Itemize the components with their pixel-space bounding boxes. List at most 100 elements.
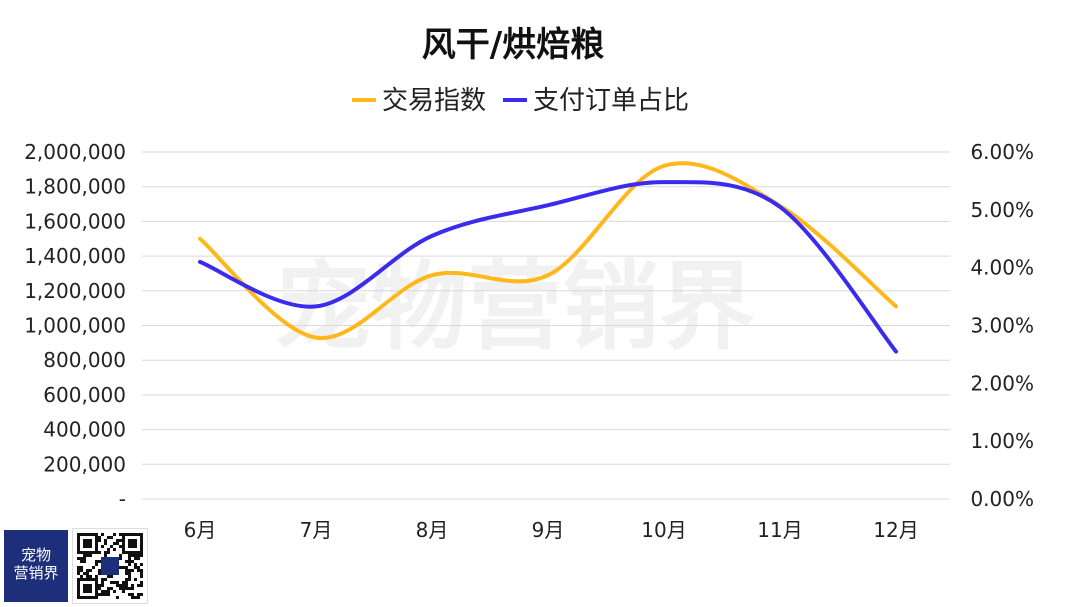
qr-module <box>116 542 119 545</box>
qr-module <box>77 572 80 575</box>
qr-module <box>98 569 101 572</box>
gridlines <box>142 151 950 500</box>
y-left-tick-label: 200,000 <box>43 452 126 476</box>
x-axis: 6月 7月 8月 9月 10月 11月 12月 <box>184 518 919 542</box>
qr-module <box>101 533 104 536</box>
y-right-tick-label: 1.00% <box>970 429 1034 453</box>
qr-module <box>104 590 107 593</box>
qr-module <box>104 578 107 581</box>
qr-module <box>122 581 125 584</box>
qr-module <box>104 593 107 596</box>
qr-module <box>131 587 134 590</box>
qr-module <box>119 557 122 560</box>
qr-module <box>119 554 122 557</box>
qr-module <box>140 581 143 584</box>
y-axis-left: - 200,000 400,000 600,000 800,000 1,000,000 1,… <box>24 140 126 511</box>
qr-module <box>122 590 125 593</box>
qr-module <box>101 578 104 581</box>
qr-module <box>98 584 101 587</box>
qr-module <box>125 560 128 563</box>
qr-code-image <box>72 528 148 604</box>
qr-module <box>86 575 89 578</box>
qr-module <box>125 584 128 587</box>
x-tick-label: 12月 <box>873 518 918 542</box>
x-tick-label: 11月 <box>757 518 802 542</box>
qr-module <box>113 533 116 536</box>
qr-module <box>95 560 98 563</box>
y-right-tick-label: 4.00% <box>970 256 1034 280</box>
qr-module <box>89 554 92 557</box>
qr-module <box>80 575 83 578</box>
qr-module <box>80 566 83 569</box>
qr-module <box>128 554 131 557</box>
qr-module <box>113 581 116 584</box>
qr-module <box>107 590 110 593</box>
y-axis-right: 0.00% 1.00% 2.00% 3.00% 4.00% 5.00% 6.00% <box>970 140 1034 511</box>
qr-module <box>86 572 89 575</box>
qr-module <box>98 572 101 575</box>
qr-center-logo <box>101 557 119 575</box>
qr-module <box>110 575 113 578</box>
qr-module <box>77 557 80 560</box>
qr-module <box>128 560 131 563</box>
qr-module <box>125 578 128 581</box>
qr-module <box>131 554 134 557</box>
qr-module <box>116 539 119 542</box>
qr-module <box>107 593 110 596</box>
y-right-tick-label: 6.00% <box>970 140 1034 164</box>
qr-module <box>113 542 116 545</box>
qr-module <box>98 551 101 554</box>
qr-module <box>128 587 131 590</box>
qr-module <box>137 554 140 557</box>
qr-module <box>125 587 128 590</box>
qr-module <box>134 578 137 581</box>
qr-module <box>77 569 80 572</box>
qr-module <box>125 572 128 575</box>
qr-module <box>125 566 128 569</box>
qr-module <box>128 575 131 578</box>
qr-module <box>122 584 125 587</box>
qr-module <box>107 587 110 590</box>
qr-module <box>134 566 137 569</box>
qr-module <box>110 545 113 548</box>
brand-logo-line2: 营销界 <box>13 564 59 582</box>
qr-module <box>134 557 137 560</box>
qr-module <box>140 575 143 578</box>
qr-module <box>134 554 137 557</box>
qr-module <box>95 563 98 566</box>
qr-module <box>116 584 119 587</box>
qr-module <box>137 569 140 572</box>
qr-module <box>116 596 119 599</box>
series-lines <box>198 161 898 354</box>
y-left-tick-label: 1,800,000 <box>24 175 126 199</box>
qr-module <box>128 557 131 560</box>
x-tick-label: 7月 <box>300 518 333 542</box>
qr-module <box>119 587 122 590</box>
qr-module <box>83 554 86 557</box>
brand-logo-line1: 宠物 <box>20 546 51 564</box>
qr-module <box>122 566 125 569</box>
y-left-tick-label: 400,000 <box>43 418 126 442</box>
qr-module <box>128 572 131 575</box>
qr-module <box>110 581 113 584</box>
series-line-2 <box>198 180 898 354</box>
y-right-tick-label: 0.00% <box>970 487 1034 511</box>
qr-module <box>137 593 140 596</box>
qr-module <box>119 545 122 548</box>
qr-finder-core <box>128 539 137 548</box>
y-right-tick-label: 2.00% <box>970 371 1034 395</box>
qr-module <box>140 593 143 596</box>
chart-title: 风干/烘焙粮 <box>422 25 604 65</box>
qr-module <box>95 575 98 578</box>
qr-module <box>119 566 122 569</box>
qr-module <box>83 572 86 575</box>
legend-label-1: 交易指数 <box>382 86 486 116</box>
qr-module <box>80 560 83 563</box>
qr-module <box>98 560 101 563</box>
qr-module <box>128 578 131 581</box>
y-right-tick-label: 3.00% <box>970 314 1034 338</box>
qr-module <box>119 533 122 536</box>
qr-module <box>137 557 140 560</box>
qr-module <box>80 557 83 560</box>
y-left-tick-label: 1,600,000 <box>24 209 126 233</box>
